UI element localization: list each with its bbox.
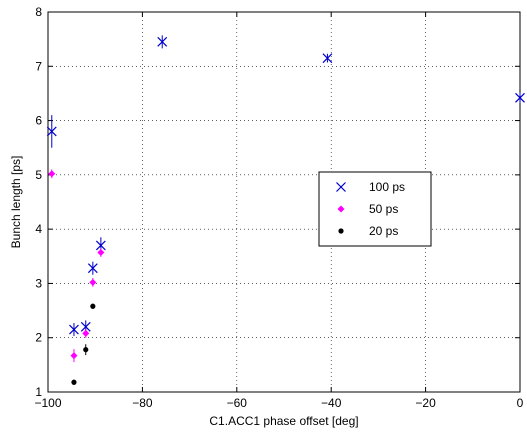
marker-stroke xyxy=(336,182,346,192)
data-point xyxy=(71,379,77,385)
y-tick-label: 8 xyxy=(35,5,42,19)
legend-entry: 100 ps xyxy=(336,180,405,194)
grid-lines xyxy=(47,11,521,393)
data-point xyxy=(97,248,105,256)
legend-marker xyxy=(338,228,344,234)
x-tick-label: −20 xyxy=(415,396,436,410)
marker-stroke xyxy=(80,321,91,332)
y-tick-label: 3 xyxy=(35,276,42,290)
legend-entry: 50 ps xyxy=(337,202,398,216)
data-point xyxy=(48,170,56,178)
y-tick-label: 7 xyxy=(35,59,42,73)
marker-stroke xyxy=(157,36,168,47)
x-tick-label: −40 xyxy=(321,396,342,410)
marker-stroke xyxy=(322,53,333,64)
data-point xyxy=(46,126,57,137)
axis-ticks: −100 −80 −60 −40 −20 0 1 2 3 4 5 6 7 8 xyxy=(34,5,523,410)
y-tick-label: 5 xyxy=(35,168,42,182)
data-point xyxy=(157,36,168,47)
marker-stroke xyxy=(515,92,525,103)
data-point xyxy=(322,53,333,64)
legend-marker xyxy=(337,205,345,213)
data-point xyxy=(82,329,90,337)
data-point xyxy=(69,324,79,335)
series-100-ps xyxy=(46,35,525,337)
data-point xyxy=(89,278,97,286)
legend-label: 100 ps xyxy=(369,180,405,194)
marker-stroke xyxy=(87,263,98,274)
legend-label: 50 ps xyxy=(369,202,398,216)
data-point xyxy=(70,352,78,360)
data-markers xyxy=(46,35,525,385)
legend-marker xyxy=(336,182,346,192)
x-tick-label: −100 xyxy=(34,396,61,410)
series-20-ps xyxy=(71,303,96,385)
marker-stroke xyxy=(46,126,57,137)
data-point xyxy=(90,303,96,309)
data-point xyxy=(95,240,106,251)
y-tick-label: 2 xyxy=(35,331,42,345)
legend-entry: 20 ps xyxy=(338,224,398,238)
chart-legend: 100 ps 50 ps 20 ps xyxy=(318,171,432,247)
data-point xyxy=(87,263,98,274)
y-tick-label: 1 xyxy=(35,385,42,399)
series-50-ps xyxy=(48,169,105,363)
legend-label: 20 ps xyxy=(369,224,398,238)
y-axis-label: Bunch length [ps] xyxy=(9,156,23,249)
marker-stroke xyxy=(95,240,106,251)
y-tick-label: 4 xyxy=(35,222,42,236)
x-tick-label: 0 xyxy=(517,396,524,410)
x-axis-label: C1.ACC1 phase offset [deg] xyxy=(209,414,358,428)
data-point xyxy=(80,321,91,332)
plot-area-frame xyxy=(47,11,521,393)
data-point xyxy=(515,92,525,103)
data-point xyxy=(83,347,89,353)
marker-stroke xyxy=(69,324,79,335)
x-tick-label: −60 xyxy=(227,396,248,410)
x-tick-label: −80 xyxy=(132,396,153,410)
y-tick-label: 6 xyxy=(35,114,42,128)
